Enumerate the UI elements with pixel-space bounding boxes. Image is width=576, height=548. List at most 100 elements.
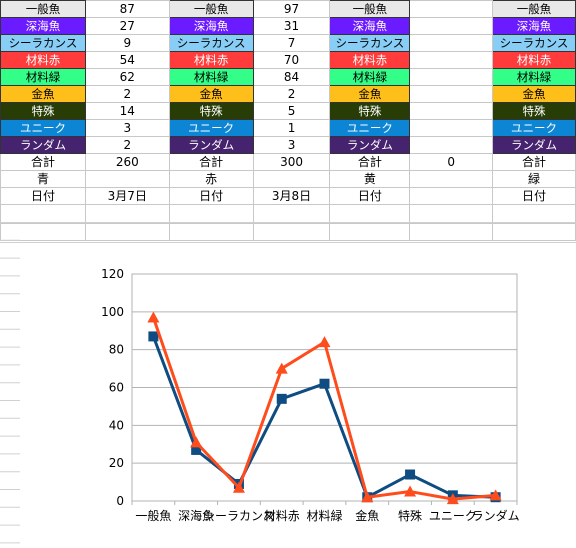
empty-cell[interactable] (252, 204, 331, 224)
category-label-cell[interactable]: 深海魚 (329, 17, 411, 35)
value-cell[interactable]: 3 (84, 119, 170, 137)
value-cell[interactable]: 2 (84, 85, 170, 103)
category-label-cell[interactable]: 深海魚 (168, 17, 254, 35)
category-label-cell[interactable]: ランダム (0, 136, 86, 154)
summary-label-cell[interactable]: 黄 (329, 170, 411, 188)
summary-label-cell[interactable] (0, 204, 86, 224)
empty-cell[interactable] (168, 223, 254, 241)
empty-cell[interactable] (252, 170, 331, 188)
empty-cell[interactable] (0, 223, 86, 241)
category-label-cell[interactable]: 金魚 (329, 85, 411, 103)
summary-label-cell[interactable]: 日付 (492, 187, 576, 205)
category-label-cell[interactable]: シーラカンス (329, 34, 411, 52)
value-cell[interactable]: 87 (84, 0, 170, 18)
summary-label-cell[interactable] (329, 204, 411, 224)
summary-label-cell[interactable]: 日付 (168, 187, 254, 205)
series-2-point (404, 485, 417, 497)
category-label-cell[interactable]: 深海魚 (0, 17, 86, 35)
series-1-point (191, 444, 202, 455)
empty-cell[interactable] (329, 223, 411, 241)
category-label-cell[interactable]: 材料緑 (329, 68, 411, 86)
empty-cell[interactable] (409, 204, 494, 224)
value-cell[interactable]: 54 (84, 51, 170, 69)
category-label-cell[interactable]: シーラカンス (168, 34, 254, 52)
category-label-cell[interactable]: シーラカンス (0, 34, 86, 52)
summary-label-cell[interactable]: 赤 (168, 170, 254, 188)
value-cell[interactable]: 62 (84, 68, 170, 86)
empty-cell[interactable] (409, 170, 494, 188)
category-label-cell[interactable]: 一般魚 (329, 0, 411, 18)
summary-value-cell[interactable]: 0 (409, 153, 494, 171)
summary-label-cell[interactable]: 日付 (329, 187, 411, 205)
summary-value-cell[interactable]: 3月7日 (84, 187, 170, 205)
value-cell[interactable]: 14 (84, 102, 170, 120)
summary-label-cell[interactable] (492, 204, 576, 224)
category-label-cell[interactable]: 一般魚 (0, 0, 86, 18)
value-cell[interactable]: 7 (252, 34, 331, 52)
category-label-cell[interactable]: 金魚 (0, 85, 86, 103)
value-cell[interactable] (409, 102, 494, 120)
empty-cell[interactable] (84, 170, 170, 188)
value-cell[interactable] (409, 85, 494, 103)
category-label-cell[interactable]: シーラカンス (492, 34, 576, 52)
category-label-cell[interactable]: ユニーク (329, 119, 411, 137)
value-cell[interactable]: 70 (252, 51, 331, 69)
value-cell[interactable]: 84 (252, 68, 331, 86)
summary-label-cell[interactable]: 合計 (492, 153, 576, 171)
category-label-cell[interactable]: 金魚 (492, 85, 576, 103)
value-cell[interactable]: 9 (84, 34, 170, 52)
value-cell[interactable]: 2 (84, 136, 170, 154)
category-label-cell[interactable]: ランダム (168, 136, 254, 154)
category-label-cell[interactable]: 一般魚 (492, 0, 576, 18)
category-label-cell[interactable]: 材料緑 (492, 68, 576, 86)
value-cell[interactable]: 31 (252, 17, 331, 35)
category-label-cell[interactable]: ユニーク (0, 119, 86, 137)
category-label-cell[interactable]: 材料赤 (329, 51, 411, 69)
value-cell[interactable] (409, 136, 494, 154)
category-label-cell[interactable]: 特殊 (492, 102, 576, 120)
summary-label-cell[interactable]: 合計 (168, 153, 254, 171)
value-cell[interactable]: 3 (252, 136, 331, 154)
summary-label-cell[interactable]: 合計 (329, 153, 411, 171)
category-label-cell[interactable]: ランダム (329, 136, 411, 154)
summary-value-cell[interactable] (409, 187, 494, 205)
sheet-row (0, 204, 576, 224)
summary-label-cell[interactable] (168, 204, 254, 224)
value-cell[interactable] (409, 34, 494, 52)
value-cell[interactable]: 2 (252, 85, 331, 103)
value-cell[interactable]: 1 (252, 119, 331, 137)
category-label-cell[interactable]: 材料緑 (0, 68, 86, 86)
category-label-cell[interactable]: 材料緑 (168, 68, 254, 86)
category-label-cell[interactable]: 深海魚 (492, 17, 576, 35)
summary-label-cell[interactable]: 日付 (0, 187, 86, 205)
category-label-cell[interactable]: 材料赤 (0, 51, 86, 69)
summary-value-cell[interactable]: 3月8日 (252, 187, 331, 205)
summary-label-cell[interactable]: 青 (0, 170, 86, 188)
value-cell[interactable] (409, 68, 494, 86)
category-label-cell[interactable]: 金魚 (168, 85, 254, 103)
value-cell[interactable] (409, 17, 494, 35)
y-tick-label: 60 (109, 381, 124, 395)
summary-label-cell[interactable]: 合計 (0, 153, 86, 171)
category-label-cell[interactable]: ユニーク (492, 119, 576, 137)
category-label-cell[interactable]: 特殊 (0, 102, 86, 120)
value-cell[interactable]: 5 (252, 102, 331, 120)
category-label-cell[interactable]: 特殊 (168, 102, 254, 120)
category-label-cell[interactable]: ユニーク (168, 119, 254, 137)
category-label-cell[interactable]: 特殊 (329, 102, 411, 120)
summary-value-cell[interactable]: 300 (252, 153, 331, 171)
empty-cell[interactable] (84, 204, 170, 224)
value-cell[interactable] (409, 119, 494, 137)
category-label-cell[interactable]: 材料赤 (492, 51, 576, 69)
value-cell[interactable] (409, 51, 494, 69)
empty-cell[interactable] (492, 223, 576, 241)
category-label-cell[interactable]: ランダム (492, 136, 576, 154)
value-cell[interactable]: 97 (252, 0, 331, 18)
category-label-cell[interactable]: 一般魚 (168, 0, 254, 18)
summary-value-cell[interactable]: 260 (84, 153, 170, 171)
value-cell[interactable]: 27 (84, 17, 170, 35)
value-cell[interactable] (409, 0, 494, 18)
category-label-cell[interactable]: 材料赤 (168, 51, 254, 69)
summary-label-cell[interactable]: 緑 (492, 170, 576, 188)
